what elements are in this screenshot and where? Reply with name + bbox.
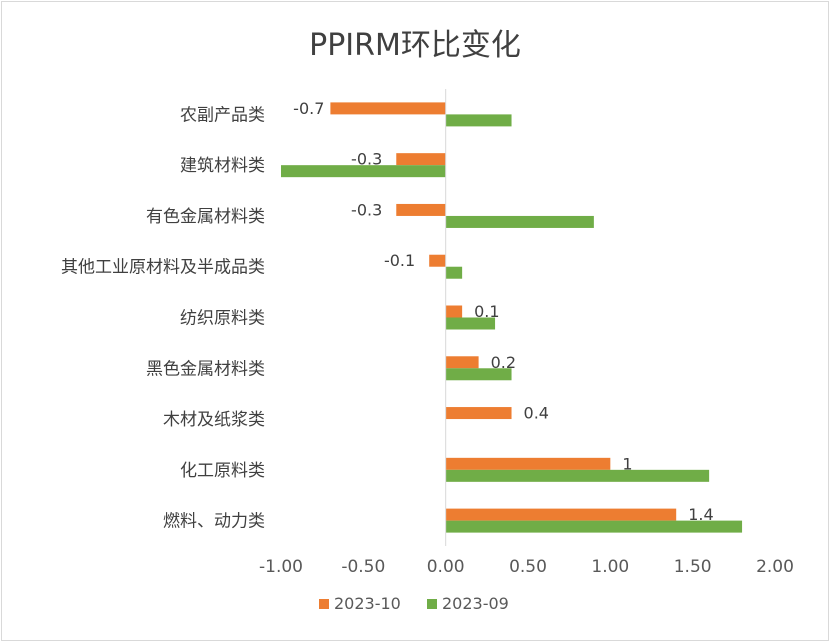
category-label: 农副产品类: [180, 105, 265, 125]
category-label: 化工原料类: [180, 461, 265, 481]
bar-2023-10: [396, 153, 446, 166]
category-label: 纺织原料类: [180, 309, 265, 329]
data-label: 0.2: [491, 353, 516, 372]
data-label: 0.1: [474, 302, 499, 321]
data-label: -0.7: [293, 99, 324, 118]
bar-2023-10: [445, 305, 463, 318]
bar-2023-09: [445, 114, 512, 127]
legend-label: 2023-09: [442, 594, 509, 613]
plot-area: 农副产品类 -0.7 建筑材料类 -0.3 有色金属材料类 -0.3 其他工业原材料及半成品…: [61, 89, 794, 577]
legend-swatch-2023-09: [427, 599, 437, 609]
category-label: 黑色金属材料类: [146, 359, 265, 379]
data-label: 1: [622, 454, 632, 473]
bar-2023-09: [445, 317, 496, 330]
bar-2023-10: [445, 407, 512, 420]
bar-2023-10: [429, 254, 446, 267]
data-label: 1.4: [688, 505, 713, 524]
x-tick-label: -0.50: [341, 557, 385, 577]
legend-swatch-2023-10: [319, 599, 329, 609]
category-label: 木材及纸浆类: [163, 410, 265, 430]
category-label: 燃料、动力类: [163, 512, 265, 532]
bar-2023-09: [281, 165, 446, 178]
bar-2023-09: [445, 520, 743, 533]
x-tick-label: 1.00: [591, 557, 629, 577]
legend: 2023-10 2023-09: [319, 594, 509, 613]
legend-label: 2023-10: [334, 594, 401, 613]
x-tick-label: 0.50: [509, 557, 547, 577]
category-label: 有色金属材料类: [146, 207, 265, 227]
data-label: -0.3: [351, 200, 382, 219]
category-label: 建筑材料类: [180, 156, 265, 176]
bar-2023-10: [445, 457, 611, 470]
data-label: -0.1: [384, 251, 415, 270]
data-label: -0.3: [351, 150, 382, 169]
category-label: 其他工业原材料及半成品类: [61, 258, 265, 278]
bar-2023-09: [445, 266, 463, 279]
bar-2023-09: [445, 215, 594, 228]
bar-2023-09: [445, 368, 512, 381]
bar-2023-10: [330, 102, 446, 115]
data-label: 0.4: [524, 404, 549, 423]
x-tick-label: 1.50: [674, 557, 712, 577]
bar-2023-10: [445, 356, 479, 369]
x-tick-label: 0.00: [427, 557, 465, 577]
chart-title: PPIRM环比变化: [309, 28, 521, 63]
bar-2023-10: [445, 508, 677, 521]
bar-2023-10: [396, 203, 446, 216]
bar-2023-09: [445, 469, 710, 482]
x-tick-label: -1.00: [259, 557, 303, 577]
x-tick-label: 2.00: [756, 557, 794, 577]
